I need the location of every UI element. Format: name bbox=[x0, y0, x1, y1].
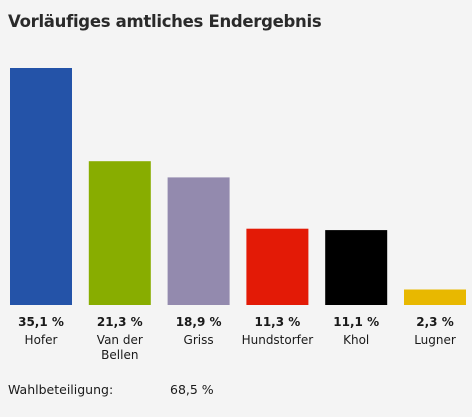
category-label-lugner: Lugner bbox=[414, 333, 456, 347]
bar-hundstorfer bbox=[246, 228, 309, 305]
bar-khol bbox=[325, 230, 388, 305]
value-label-hundstorfer: 11,3 % bbox=[254, 315, 300, 329]
value-label-khol: 11,1 % bbox=[333, 315, 379, 329]
category-label-hundstorfer: Hundstorfer bbox=[242, 333, 314, 347]
value-label-hofer: 35,1 % bbox=[18, 315, 64, 329]
bar-griss bbox=[167, 177, 230, 305]
category-label-griss: Griss bbox=[184, 333, 214, 347]
bar-hofer bbox=[10, 68, 72, 305]
category-label-khol: Khol bbox=[343, 333, 369, 347]
value-label-griss: 18,9 % bbox=[176, 315, 222, 329]
turnout-label: Wahlbeteiligung: bbox=[8, 382, 114, 397]
bar-lugner bbox=[404, 289, 466, 305]
bar-van-der-bellen bbox=[88, 161, 151, 305]
value-label-van-der-bellen: 21,3 % bbox=[97, 315, 143, 329]
value-label-lugner: 2,3 % bbox=[416, 315, 453, 329]
category-label-hofer: Hofer bbox=[25, 333, 58, 347]
turnout-value: 68,5 % bbox=[170, 382, 214, 397]
chart-title: Vorläufiges amtliches Endergebnis bbox=[8, 12, 322, 31]
category-label-van-der-bellen: Van der Bellen bbox=[97, 333, 143, 362]
